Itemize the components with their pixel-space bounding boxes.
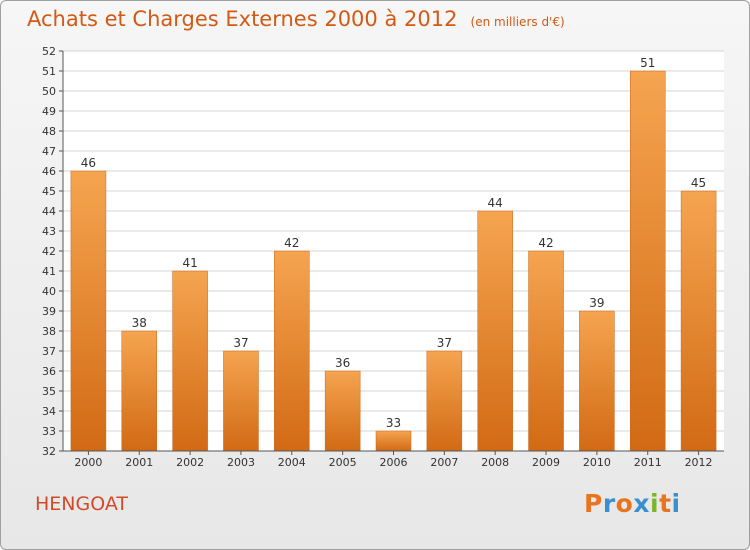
y-tick-label: 37	[42, 345, 56, 358]
y-tick-label: 51	[42, 65, 56, 78]
x-tick-label: 2008	[481, 456, 509, 469]
data-label: 33	[386, 416, 401, 430]
y-tick-label: 35	[42, 385, 56, 398]
x-tick-label: 2003	[227, 456, 255, 469]
x-tick-label: 2007	[430, 456, 458, 469]
data-label: 38	[132, 316, 147, 330]
bar	[426, 350, 463, 452]
bar	[680, 190, 717, 452]
bar	[629, 70, 666, 452]
x-tick-label: 2004	[278, 456, 306, 469]
y-tick-label: 47	[42, 145, 56, 158]
data-label: 39	[589, 296, 604, 310]
y-tick-label: 48	[42, 125, 56, 138]
bar	[223, 350, 259, 452]
x-tick-label: 2012	[685, 456, 713, 469]
grid-lines	[63, 50, 724, 452]
logo-letter: o	[615, 489, 634, 518]
y-tick-label: 50	[42, 85, 56, 98]
x-tick-label: 2001	[125, 456, 153, 469]
bar	[324, 370, 361, 452]
y-tick-label: 36	[42, 365, 56, 378]
chart-subtitle: (en milliers d'€)	[470, 15, 565, 29]
data-label: 42	[538, 236, 553, 250]
y-tick-label: 34	[42, 405, 56, 418]
y-tick-label: 33	[42, 425, 56, 438]
data-label: 44	[488, 196, 503, 210]
bar	[375, 430, 412, 452]
place-name: HENGOAT	[35, 493, 128, 515]
bar	[121, 330, 158, 452]
y-tick-label: 43	[42, 225, 56, 238]
x-tick-label: 2005	[329, 456, 357, 469]
y-tick-label: 45	[42, 185, 56, 198]
logo-letter: t	[659, 489, 672, 518]
y-tick-label: 39	[42, 305, 56, 318]
x-tick-label: 2002	[176, 456, 204, 469]
data-label: 45	[691, 176, 706, 190]
x-tick-label: 2000	[74, 456, 102, 469]
axes: 32 33 34 35 36 37 38 39 40 41 42 43 44 45 46 47 48 49 50 51…	[42, 45, 724, 469]
bar	[70, 170, 107, 452]
logo-letter: i	[671, 489, 681, 518]
bar	[579, 310, 615, 452]
x-tick-label: 2006	[380, 456, 408, 469]
data-label: 51	[640, 56, 655, 70]
proxiti-logo: Proxiti	[584, 489, 681, 518]
y-tick-label: 40	[42, 285, 56, 298]
logo-letter: r	[602, 489, 616, 518]
chart-title: Achats et Charges Externes 2000 à 2012	[27, 7, 458, 31]
y-tick-label: 46	[42, 165, 56, 178]
logo-letter: x	[633, 489, 650, 518]
x-tick-label: 2009	[532, 456, 560, 469]
title-block: Achats et Charges Externes 2000 à 2012 (…	[27, 7, 565, 31]
bar	[528, 250, 564, 452]
y-tick-label: 42	[42, 245, 56, 258]
y-tick-label: 44	[42, 205, 56, 218]
data-label: 36	[335, 356, 350, 370]
logo-letter: P	[584, 489, 603, 518]
y-tick-label: 52	[42, 45, 56, 58]
bar	[274, 250, 310, 452]
logo-letter: i	[650, 489, 660, 518]
y-tick-label: 49	[42, 105, 56, 118]
y-tick-label: 41	[42, 265, 56, 278]
data-label: 37	[437, 336, 452, 350]
data-label: 37	[233, 336, 248, 350]
data-label: 41	[182, 256, 197, 270]
x-tick-label: 2011	[634, 456, 662, 469]
data-label: 46	[81, 156, 96, 170]
bars: 46 38 41 37 42 36 33 37 44 42 39 51 45	[70, 56, 717, 452]
data-label: 42	[284, 236, 299, 250]
x-tick-label: 2010	[583, 456, 611, 469]
bar	[172, 270, 208, 452]
y-tick-label: 32	[42, 445, 56, 458]
bar	[477, 210, 513, 452]
y-tick-label: 38	[42, 325, 56, 338]
